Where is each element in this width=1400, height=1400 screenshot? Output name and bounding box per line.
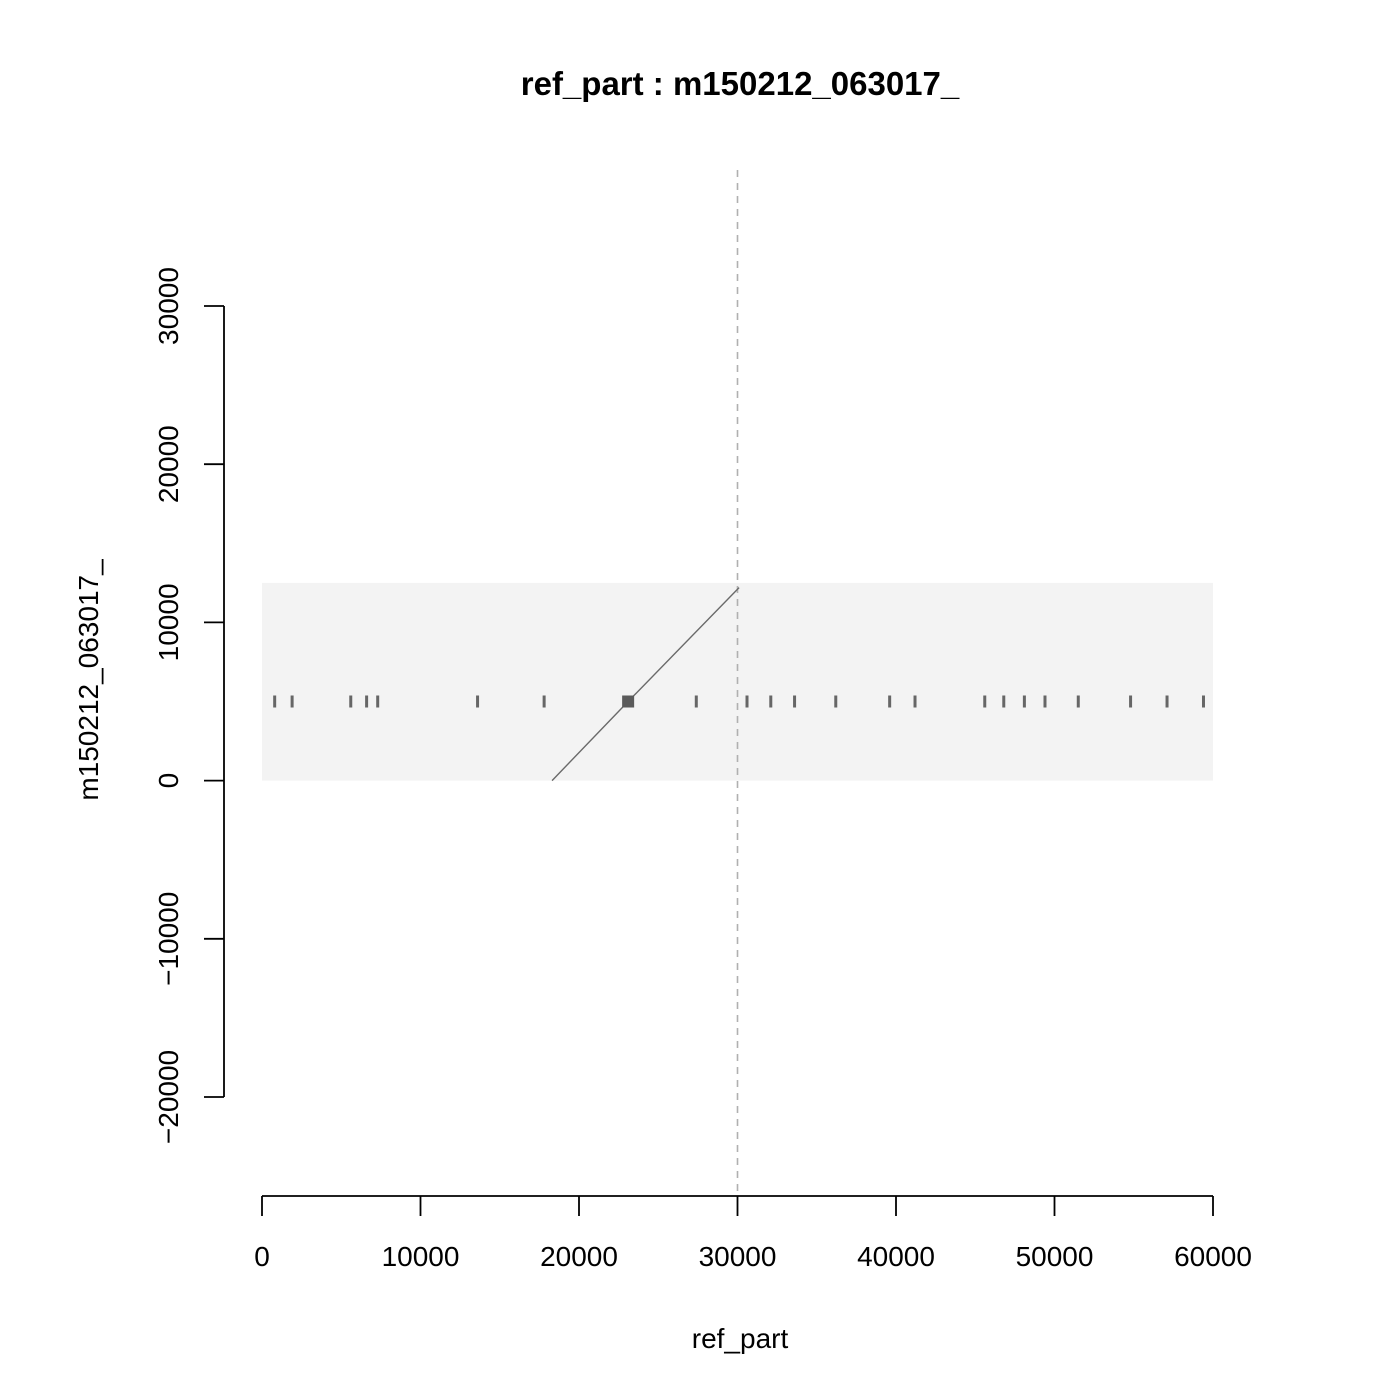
repeat-mark [542,695,546,708]
repeat-mark [1201,695,1205,708]
y-axis: −20000 −10000 0 10000 20000 30000 [153,267,225,1144]
x-tick-label: 10000 [382,1241,460,1272]
x-tick-label: 30000 [699,1241,777,1272]
repeat-mark [888,695,892,708]
repeat-mark [913,695,917,708]
repeat-marks [273,695,1205,708]
repeat-mark [1043,695,1047,708]
x-axis-label: ref_part [692,1323,789,1354]
repeat-mark [694,695,698,708]
repeat-mark [1002,695,1006,708]
repeat-mark [376,695,380,708]
y-axis-label: m150212_063017_ [73,559,104,801]
repeat-mark [1165,695,1169,708]
x-tick-label: 60000 [1174,1241,1252,1272]
y-tick-label: 0 [153,773,184,789]
x-tick-label: 50000 [1016,1241,1094,1272]
repeat-mark [273,695,277,708]
chart-title: ref_part : m150212_063017_ [521,65,960,102]
repeat-mark [834,695,838,708]
repeat-mark [1129,695,1133,708]
repeat-mark [1076,695,1080,708]
y-tick-label: 30000 [153,267,184,345]
repeat-mark [793,695,797,708]
repeat-mark [745,695,749,708]
repeat-mark [476,695,480,708]
x-tick-label: 20000 [540,1241,618,1272]
repeat-mark [1022,695,1026,708]
repeat-mark [365,695,369,708]
repeat-mark [983,695,987,708]
y-tick-label: −10000 [153,892,184,986]
y-tick-label: 20000 [153,425,184,503]
repeat-mark [769,695,773,708]
y-tick-label: 10000 [153,583,184,661]
repeat-mark [290,695,294,708]
x-tick-label: 40000 [857,1241,935,1272]
y-tick-label: −20000 [153,1050,184,1144]
dense-spot-marker [622,695,635,708]
repeat-mark [349,695,353,708]
x-tick-label: 0 [254,1241,270,1272]
x-axis: 0 10000 20000 30000 40000 50000 60000 [254,1195,1252,1272]
